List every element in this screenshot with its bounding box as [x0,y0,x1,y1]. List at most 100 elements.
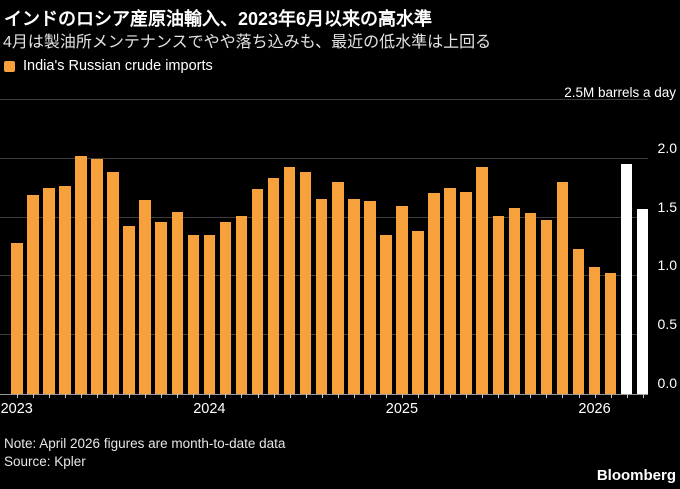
legend-swatch-icon [4,60,15,72]
y-axis-unit-label: 2.5M barrels a day [564,85,676,100]
y-tick-label-0.5: 0.5 [657,316,677,333]
bar-2024-09 [332,182,344,394]
bar-2026-03 [620,163,633,394]
bar-2025-02 [412,230,424,394]
x-tick-2025-11 [562,394,564,398]
gridline-0.0 [0,394,648,395]
x-tick-2023-04 [64,394,66,398]
x-tick-2026-02 [610,394,612,398]
x-tick-2025-09 [530,394,532,398]
bar-2023-02 [27,195,39,394]
x-tick-2025-04 [450,394,452,398]
x-tick-2025-10 [546,394,548,398]
bar-2025-01 [396,205,408,394]
y-tick-label-1.5: 1.5 [657,198,677,215]
legend: India's Russian crude imports [4,58,213,74]
x-tick-2026-04 [642,394,644,398]
bar-2025-09 [524,212,537,394]
chart-subtitle: 4月は製油所メンテナンスでやや落ち込みも、最近の低水準は上回る [3,34,492,51]
x-tick-2023-10 [161,394,163,398]
x-tick-2025-02 [418,394,419,398]
x-tick-2024-06 [289,394,291,398]
gridline-2.0 [0,157,648,159]
bar-2023-09 [139,199,151,394]
x-axis-year-2025: 2025 [385,401,419,417]
x-tick-2023-05 [80,394,82,398]
bar-2025-05 [460,191,472,394]
bar-2024-06 [283,167,296,394]
x-tick-2025-05 [466,394,468,398]
x-tick-2026-03 [626,394,628,398]
bar-2023-10 [155,222,167,394]
x-tick-2024-05 [273,394,275,398]
bar-2024-01 [203,235,216,394]
x-tick-2023-08 [129,394,131,398]
x-tick-2024-10 [353,394,355,398]
bar-chart-plot-area: 2.0 1.5 1.0 0.5 0.0 2023 2024 2025 2026 [0,99,680,417]
x-tick-2026-01 [594,394,596,398]
legend-label: India's Russian crude imports [23,58,213,74]
bar-2026-01 [588,267,601,394]
bar-2024-02 [219,222,232,394]
x-tick-2025-03 [434,394,436,398]
gridline-2.5 [0,99,648,100]
bar-2025-08 [508,208,521,394]
x-tick-2024-07 [305,394,307,398]
bar-2023-07 [107,171,119,394]
x-axis-year-2026: 2026 [578,401,611,417]
x-tick-2025-07 [498,394,500,398]
x-tick-2023-07 [113,394,115,398]
x-tick-2023-09 [145,394,147,398]
y-tick-label-1.0: 1.0 [657,257,677,274]
bar-2024-05 [267,177,280,394]
y-tick-label-2.0: 2.0 [657,139,677,156]
bar-2023-04 [59,185,71,394]
x-tick-2025-12 [578,394,580,398]
x-tick-2024-04 [257,394,259,398]
x-tick-2024-08 [321,394,323,398]
bar-2025-10 [540,219,553,394]
bar-2024-03 [235,216,248,394]
bar-2025-11 [556,182,569,394]
chart-note: Note: April 2026 figures are month-to-da… [4,436,286,451]
bar-2023-08 [123,225,135,394]
bar-2025-12 [572,249,585,394]
x-tick-2023-01 [16,394,18,398]
x-tick-2023-03 [48,394,50,398]
x-tick-2023-06 [97,394,98,398]
y-tick-label-0.0: 0.0 [657,375,677,391]
bar-2024-08 [315,198,328,394]
x-tick-2024-12 [385,394,387,398]
bar-2023-01 [11,243,23,394]
x-tick-2023-11 [177,394,179,398]
chart-title: インドのロシア産原油輸入、2023年6月以来の高水準 [4,9,433,29]
bar-2024-04 [251,189,264,394]
x-tick-2025-01 [401,394,403,398]
x-axis-year-2024: 2024 [193,401,226,417]
x-tick-2024-11 [369,394,371,398]
bar-2024-10 [348,198,360,394]
bar-2023-03 [43,188,55,394]
bar-2024-12 [380,235,392,394]
x-tick-2023-12 [193,394,195,398]
x-tick-2025-08 [514,394,516,398]
bar-2026-04 [636,209,649,394]
bar-2025-07 [492,216,504,394]
x-axis-year-2023: 2023 [0,401,33,417]
bar-2026-02 [604,272,617,394]
bar-2025-03 [428,192,440,394]
x-tick-2024-09 [337,394,339,398]
x-tick-2024-02 [225,394,227,398]
bar-2025-04 [444,188,456,394]
bar-2025-06 [476,167,488,394]
x-tick-2025-06 [482,394,484,398]
bar-2024-07 [299,171,312,394]
bar-2023-12 [187,235,200,394]
x-tick-2023-02 [32,394,34,398]
bar-2023-06 [91,158,103,394]
x-tick-2024-01 [209,394,211,398]
bar-2023-11 [171,211,183,394]
chart-source: Source: Kpler [4,454,86,469]
bloomberg-logo: Bloomberg [596,467,676,484]
